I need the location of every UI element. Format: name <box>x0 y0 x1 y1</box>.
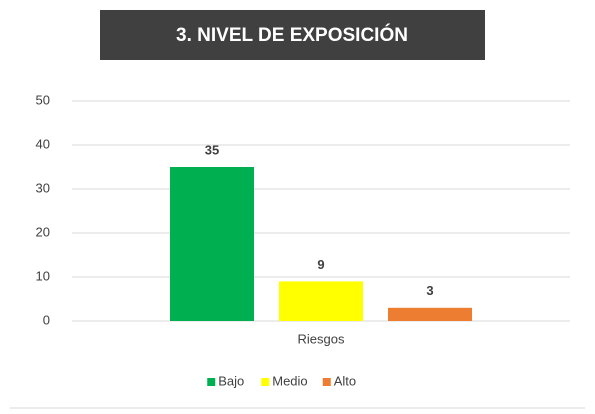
legend-swatch <box>261 378 270 386</box>
legend-swatch <box>207 378 216 386</box>
y-tick-label: 30 <box>36 180 50 195</box>
legend-swatch <box>322 378 331 386</box>
data-label: 35 <box>205 142 219 157</box>
title-banner <box>100 10 485 60</box>
data-label: 9 <box>317 257 324 272</box>
legend-label: Alto <box>334 373 356 388</box>
legend-label: Medio <box>272 373 307 388</box>
bar <box>388 307 472 321</box>
y-tick-label: 40 <box>36 136 50 151</box>
bar <box>170 167 254 321</box>
data-label: 3 <box>426 283 433 298</box>
y-tick-label: 50 <box>36 92 50 107</box>
x-tick-label: Riesgos <box>298 331 345 346</box>
y-tick-label: 20 <box>36 224 50 239</box>
chart-title: 3. NIVEL DE EXPOSICIÓN <box>176 24 408 46</box>
y-tick-label: 10 <box>36 268 50 283</box>
bar <box>279 281 363 321</box>
legend-label: Bajo <box>218 373 244 388</box>
y-tick-label: 0 <box>43 312 50 327</box>
